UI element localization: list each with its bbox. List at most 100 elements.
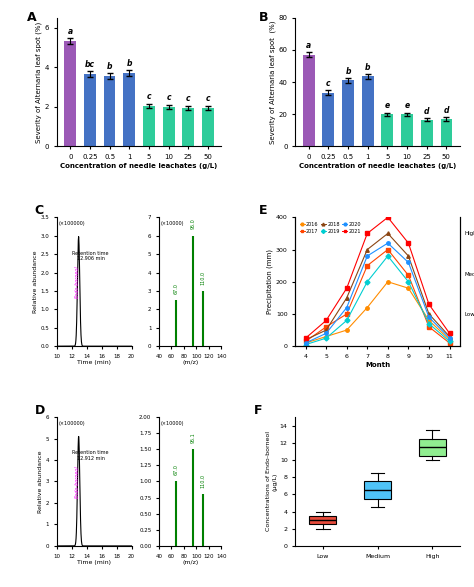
2020 — [365, 252, 370, 259]
2020 — [406, 259, 411, 266]
2021 — [426, 301, 432, 308]
2021 — [344, 285, 349, 292]
Text: b: b — [365, 63, 371, 72]
Text: Endo-borneol: Endo-borneol — [75, 465, 80, 498]
Text: 95.1: 95.1 — [191, 432, 196, 443]
Text: e: e — [404, 101, 410, 110]
Text: Retention time
12.906 min: Retention time 12.906 min — [72, 251, 109, 261]
2016 — [303, 339, 309, 346]
2021 — [303, 335, 309, 342]
Text: Endo-borneol: Endo-borneol — [75, 265, 80, 298]
Text: c: c — [206, 95, 210, 103]
Text: 95.0: 95.0 — [191, 218, 196, 230]
Text: b: b — [107, 62, 112, 71]
X-axis label: Concentration of needle leachates (g/L): Concentration of needle leachates (g/L) — [299, 163, 456, 169]
Text: 67.0: 67.0 — [173, 283, 178, 294]
2016 — [406, 285, 411, 292]
2018 — [447, 333, 452, 340]
Text: C: C — [35, 204, 44, 217]
2020 — [323, 330, 329, 337]
2020 — [344, 304, 349, 311]
Bar — [362, 76, 374, 147]
2019 — [426, 320, 432, 327]
Text: c: c — [186, 95, 191, 103]
Y-axis label: Relative abundance: Relative abundance — [33, 251, 38, 313]
Bar — [382, 114, 393, 147]
Text: F: F — [254, 404, 263, 417]
Bar — [440, 119, 452, 147]
2017 — [303, 338, 309, 345]
Bar — [163, 107, 174, 147]
Y-axis label: Severity of Alternaria leaf spot  (%): Severity of Alternaria leaf spot (%) — [269, 21, 276, 144]
PathPatch shape — [419, 438, 446, 456]
2018 — [365, 246, 370, 253]
2016 — [426, 317, 432, 324]
2016 — [344, 326, 349, 333]
Text: A: A — [27, 11, 37, 24]
X-axis label: (m/z): (m/z) — [182, 360, 198, 365]
Y-axis label: Relative abundance: Relative abundance — [38, 450, 43, 512]
2017 — [344, 311, 349, 318]
Text: (×10000): (×10000) — [160, 421, 184, 426]
Bar — [104, 76, 116, 147]
Text: e: e — [385, 101, 390, 110]
2019 — [406, 278, 411, 285]
Text: b: b — [127, 59, 132, 68]
2018 — [323, 326, 329, 333]
Bar — [123, 73, 135, 147]
2021 — [365, 230, 370, 237]
Y-axis label: Severity of Alternaria leaf spot (%): Severity of Alternaria leaf spot (%) — [36, 21, 42, 143]
Legend: 2016, 2017, 2018, 2019, 2020, 2021: 2016, 2017, 2018, 2019, 2020, 2021 — [298, 220, 363, 236]
Text: D: D — [35, 404, 45, 417]
2018 — [426, 311, 432, 318]
2017 — [323, 323, 329, 330]
2016 — [385, 278, 391, 285]
Bar — [84, 74, 96, 147]
2019 — [447, 338, 452, 345]
Bar — [401, 114, 413, 147]
Line: 2019: 2019 — [304, 254, 451, 346]
2016 — [447, 336, 452, 343]
X-axis label: Time (min): Time (min) — [77, 360, 111, 365]
Line: 2020: 2020 — [304, 241, 451, 345]
Bar — [322, 93, 334, 147]
2017 — [447, 339, 452, 346]
2020 — [447, 335, 452, 342]
Bar — [303, 55, 315, 147]
2021 — [385, 214, 391, 221]
Text: a: a — [68, 27, 73, 36]
Line: 2021: 2021 — [304, 215, 451, 340]
2018 — [406, 252, 411, 259]
2018 — [344, 294, 349, 301]
Text: bc: bc — [85, 60, 95, 69]
Text: B: B — [259, 11, 269, 24]
Line: 2016: 2016 — [304, 280, 451, 345]
Text: c: c — [166, 93, 171, 103]
Text: (×100000): (×100000) — [58, 421, 85, 426]
Line: 2017: 2017 — [304, 248, 451, 345]
Y-axis label: Precipitation (mm): Precipitation (mm) — [267, 249, 273, 314]
2017 — [385, 246, 391, 253]
Bar — [202, 108, 214, 147]
Text: a: a — [306, 41, 311, 50]
2019 — [323, 335, 329, 342]
Bar — [342, 80, 354, 147]
Text: Retention time
12.912 min: Retention time 12.912 min — [72, 450, 109, 461]
Text: 67.0: 67.0 — [173, 464, 178, 475]
2021 — [447, 330, 452, 337]
2020 — [426, 313, 432, 321]
2018 — [385, 230, 391, 237]
Bar — [182, 108, 194, 147]
2019 — [344, 317, 349, 324]
2016 — [365, 304, 370, 311]
2017 — [365, 262, 370, 269]
2021 — [406, 239, 411, 247]
Text: 110.0: 110.0 — [200, 474, 205, 488]
2018 — [303, 336, 309, 343]
2019 — [303, 341, 309, 348]
2019 — [385, 252, 391, 259]
2020 — [303, 339, 309, 346]
2019 — [365, 278, 370, 285]
Text: d: d — [444, 106, 449, 115]
X-axis label: Month: Month — [365, 362, 390, 367]
